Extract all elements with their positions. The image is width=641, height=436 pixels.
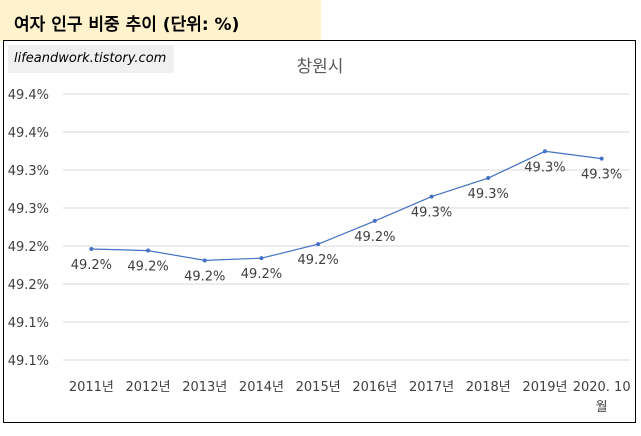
x-tick-label: 2011년 (69, 380, 114, 395)
data-point (259, 256, 264, 261)
watermark-box: lifeandwork.tistory.com (8, 45, 174, 73)
data-label: 49.3% (524, 160, 565, 175)
x-tick-label: 2016년 (352, 380, 397, 395)
data-label: 49.3% (411, 206, 452, 221)
y-tick-label: 49.4% (8, 88, 49, 103)
data-label: 49.2% (297, 253, 338, 268)
data-point (486, 176, 491, 181)
chart-frame (3, 40, 636, 423)
x-tick-label: 2018년 (466, 380, 511, 395)
data-label: 49.3% (468, 187, 509, 202)
data-point (429, 194, 434, 199)
y-tick-label: 49.1% (8, 354, 49, 369)
data-point (372, 218, 377, 223)
x-tick-label: 월 (596, 400, 608, 415)
page-header: 여자 인구 비중 추이 (단위: %) (0, 0, 321, 41)
data-point (316, 242, 321, 247)
chart-title: 창원시 (297, 57, 344, 77)
x-tick-label: 2013년 (182, 380, 227, 395)
x-tick-label: 2020. 10 (573, 380, 631, 395)
page-title: 여자 인구 비중 추이 (단위: %) (14, 15, 240, 35)
y-tick-label: 49.2% (8, 240, 49, 255)
y-tick-label: 49.2% (8, 278, 49, 293)
x-tick-label: 2014년 (239, 380, 284, 395)
x-tick-label: 2012년 (126, 380, 171, 395)
data-point (146, 248, 151, 253)
y-tick-label: 49.4% (8, 126, 49, 141)
series-line (91, 150, 602, 262)
data-label: 49.2% (184, 269, 225, 284)
data-point (202, 258, 207, 263)
data-label: 49.2% (71, 258, 112, 273)
data-point (89, 247, 94, 252)
y-tick-label: 49.3% (8, 164, 49, 179)
x-tick-label: 2019년 (522, 380, 567, 395)
data-label: 49.2% (241, 267, 282, 282)
x-tick-label: 2017년 (409, 380, 454, 395)
data-point (599, 156, 604, 161)
y-tick-label: 49.3% (8, 202, 49, 217)
x-tick-label: 2015년 (296, 380, 341, 395)
data-label: 49.3% (581, 168, 622, 183)
data-label: 49.2% (127, 260, 168, 275)
data-label: 49.2% (354, 230, 395, 245)
watermark-text: lifeandwork.tistory.com (14, 51, 167, 66)
y-tick-label: 49.1% (8, 316, 49, 331)
data-point (542, 149, 547, 154)
